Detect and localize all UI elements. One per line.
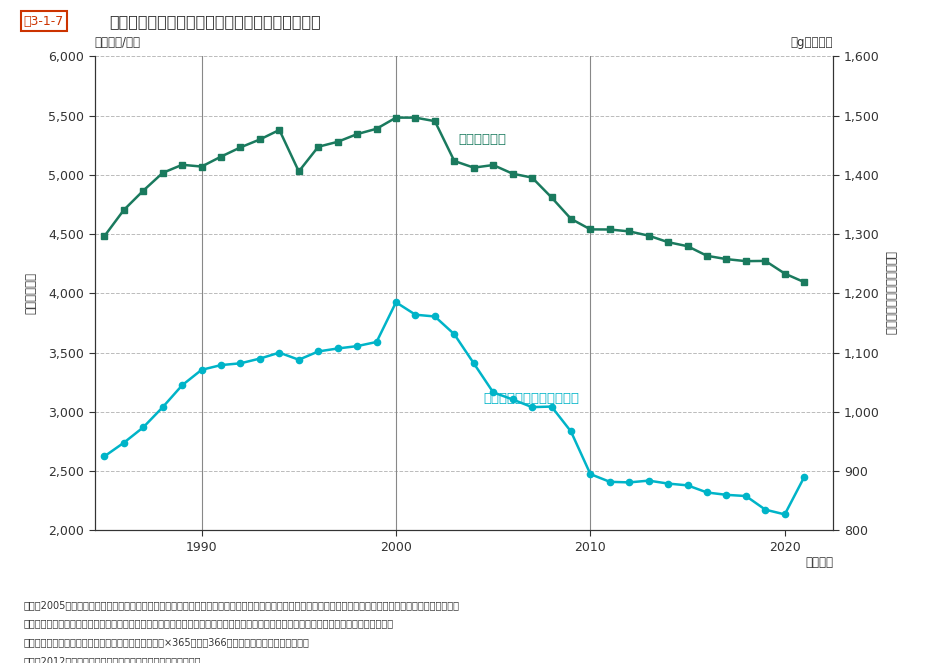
Text: 一人一日当たりごみ排出量: 一人一日当たりごみ排出量 (484, 392, 580, 405)
Text: 図3-1-7: 図3-1-7 (24, 15, 64, 28)
Text: 注１：2005年度実績の取りまとめより「ごみ総排出量」は、廃棄物処理法に基づく「廃棄物の減量その他その適正な処理に関する施策の総合的かつ計画的な推進: 注１：2005年度実績の取りまとめより「ごみ総排出量」は、廃棄物処理法に基づく「… (24, 600, 459, 610)
Y-axis label: 一人一日当たりごみ排出量: 一人一日当たりごみ排出量 (884, 251, 896, 335)
Text: ３：2012年度以降の総人口には、外国人人口を含んでいる。: ３：2012年度以降の総人口には、外国人人口を含んでいる。 (24, 656, 201, 663)
Y-axis label: ごみ総排出量: ごみ総排出量 (25, 272, 37, 314)
Text: ２：一人一日当たりごみ排出量は総排出量を総人口×365日又は366日でそれぞれ除した値である。: ２：一人一日当たりごみ排出量は総排出量を総人口×365日又は366日でそれぞれ除… (24, 637, 310, 647)
Text: ごみ総排出量と一人一日当たりごみ排出量の推移: ごみ総排出量と一人一日当たりごみ排出量の推移 (109, 15, 321, 30)
Text: （万トン/年）: （万トン/年） (95, 36, 141, 49)
Text: ごみ総排出量: ごみ総排出量 (458, 133, 507, 146)
Text: （g／人日）: （g／人日） (791, 36, 833, 49)
Text: （年度）: （年度） (805, 556, 833, 570)
Text: を図るための基本的な方針」における、「一般廃棄物の排出量（計画収集量＋直接搬入量＋資源ごみの集団回収量）」と同様とした。: を図るための基本的な方針」における、「一般廃棄物の排出量（計画収集量＋直接搬入量… (24, 619, 394, 629)
